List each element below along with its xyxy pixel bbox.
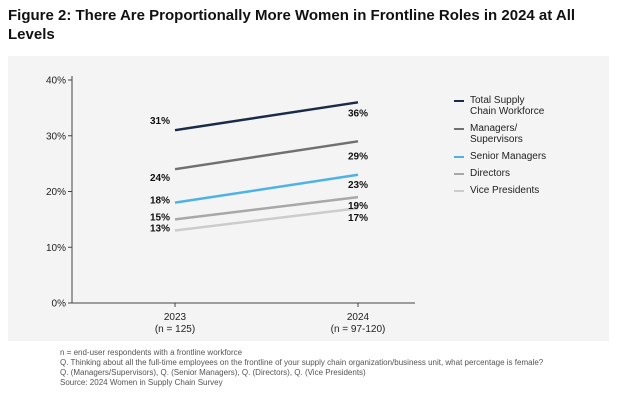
data-label: 36% bbox=[348, 108, 368, 119]
legend-label: Total Supply Chain Workforce bbox=[470, 95, 545, 117]
footnote-question: Q. Thinking about all the full-time empl… bbox=[60, 358, 544, 367]
y-tick-label: 30% bbox=[46, 131, 66, 142]
footnote-sample-size: n = end-user respondents with a frontlin… bbox=[60, 348, 243, 357]
legend-swatch bbox=[454, 100, 464, 102]
legend-item: Senior Managers bbox=[454, 151, 614, 162]
x-tick-note: (n = 125) bbox=[155, 324, 195, 335]
data-label: 13% bbox=[150, 224, 170, 235]
data-label: 31% bbox=[150, 116, 170, 127]
footnotes: n = end-user respondents with a frontlin… bbox=[60, 348, 620, 388]
legend-item: Total Supply Chain Workforce bbox=[454, 95, 614, 117]
series-line-vice-presidents bbox=[174, 206, 359, 232]
figure-title: Figure 2: There Are Proportionally More … bbox=[8, 7, 576, 43]
y-tick-label: 20% bbox=[46, 187, 66, 198]
chart-legend: Total Supply Chain Workforce Managers/Supe… bbox=[454, 95, 614, 202]
legend-label: Vice Presidents bbox=[470, 185, 540, 196]
data-label: 17% bbox=[348, 213, 368, 224]
data-label: 18% bbox=[150, 196, 170, 207]
x-tick-label: 2023 bbox=[164, 312, 187, 323]
series-line-total-supply-chain-workforce bbox=[174, 101, 359, 132]
series-line-senior-managers bbox=[174, 173, 359, 204]
legend-swatch bbox=[454, 156, 464, 158]
data-label: 24% bbox=[150, 173, 170, 184]
legend-swatch bbox=[454, 190, 464, 192]
y-tick-label: 0% bbox=[52, 299, 67, 310]
data-label: 15% bbox=[150, 212, 170, 223]
legend-label: Directors bbox=[470, 168, 511, 179]
legend-swatch bbox=[454, 128, 464, 130]
legend-item: Vice Presidents bbox=[454, 185, 614, 196]
x-tick-label: 2024 bbox=[347, 312, 370, 323]
legend-label: Senior Managers bbox=[470, 151, 547, 162]
footnote-source: Source: 2024 Women in Supply Chain Surve… bbox=[60, 378, 223, 387]
data-label: 29% bbox=[348, 151, 368, 162]
footnote-question-variants: Q. (Managers/Supervisors), Q. (Senior Ma… bbox=[60, 368, 366, 377]
series-line-managers-supervisors bbox=[174, 140, 359, 171]
legend-item: Directors bbox=[454, 168, 614, 179]
legend-swatch bbox=[454, 173, 464, 175]
y-tick-label: 10% bbox=[46, 243, 66, 254]
legend-label: Managers/Supervisors bbox=[470, 123, 523, 145]
legend-item: Managers/Supervisors bbox=[454, 123, 614, 145]
data-label: 23% bbox=[348, 180, 368, 191]
chart-panel bbox=[8, 56, 609, 341]
series-line-directors bbox=[174, 195, 359, 221]
data-label: 19% bbox=[348, 201, 368, 212]
x-tick-note: (n = 97-120) bbox=[331, 324, 386, 335]
y-tick-label: 40% bbox=[46, 76, 66, 87]
